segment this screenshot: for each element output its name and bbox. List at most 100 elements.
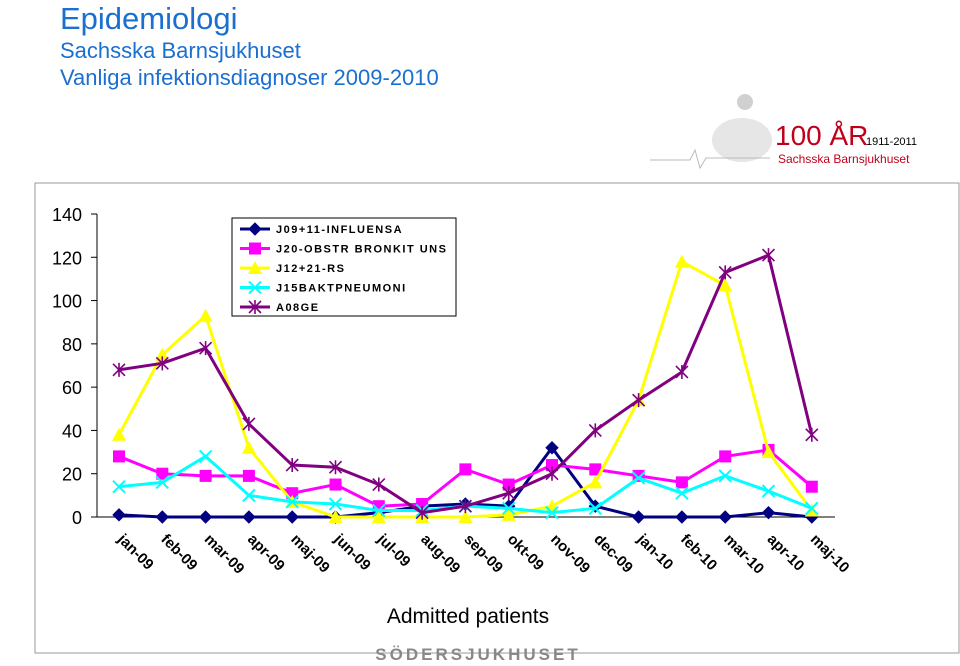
y-tick-label: 100 [52,292,82,312]
marker [372,503,386,518]
marker [804,503,819,517]
legend-marker [248,261,262,274]
x-tick-label: nov-09 [547,531,593,577]
marker [588,501,603,516]
y-tick-label: 120 [52,248,82,268]
marker [761,484,776,498]
legend-marker [248,222,262,236]
marker [285,458,299,473]
x-tick-label: jan-10 [633,530,676,573]
legend-label: A08GE [276,302,320,314]
legend: J09+11-INFLUENSA J20-OBSTR BRONKIT UNS J12… [231,217,457,317]
marker [329,478,342,491]
marker [719,450,732,463]
marker [458,510,473,523]
marker [718,265,732,280]
marker [632,393,646,408]
marker [501,501,516,516]
marker [805,480,818,493]
series-line [117,259,814,519]
x-tick-label: jun-09 [330,530,374,574]
marker [112,362,126,377]
marker [675,486,689,500]
logo: 100 ÅR 1911-2011 Sachsska Barnsjukhuset [650,94,917,170]
y-tick-label: 20 [62,465,82,485]
marker [458,499,472,514]
x-tick-label: apr-10 [764,531,808,575]
x-tick-label: feb-09 [157,531,200,574]
marker [589,463,602,476]
marker [718,510,732,524]
series [112,248,819,520]
marker [285,495,299,509]
marker [588,423,602,438]
x-tick-label: mar-10 [720,531,767,578]
marker [199,469,212,482]
marker [198,308,213,322]
logo-years: 1911-2011 [866,136,917,148]
logo-name: Sachsska Barnsjukhuset [778,152,910,166]
marker [761,445,776,459]
marker [156,467,169,480]
series [112,254,819,523]
marker [675,510,689,524]
slide-subtitle: Sachsska Barnsjukhuset [60,38,301,63]
marker [372,477,386,492]
marker [502,478,515,491]
y-tick-label: 40 [62,421,82,441]
marker [242,416,256,431]
marker [761,248,776,263]
footer: SÖDERSJUKHUSET [375,645,580,661]
marker [805,427,819,442]
marker [241,440,256,454]
marker [545,505,559,520]
logo-child [737,94,753,110]
y-tick-label: 0 [72,508,82,528]
y-tick-label: 140 [52,205,82,225]
marker [112,427,126,441]
legend-label: J09+11-INFLUENSA [276,224,403,236]
marker [155,347,170,361]
x-tick-label: sep-09 [461,531,507,577]
legend-marker [248,280,262,295]
x-tick-label: okt-09 [504,531,547,574]
y-tick-label: 60 [62,378,82,398]
x-tick-label: maj-10 [807,531,853,577]
x-axis-label: Admitted patients [387,605,549,628]
logo-bear [712,118,772,162]
chart-frame [34,182,960,654]
x-tick-label: jan-09 [113,530,156,573]
marker [242,469,255,482]
x-tick-label: jul-09 [373,530,413,570]
marker [242,510,256,524]
marker [242,488,256,503]
marker [155,475,170,490]
marker [675,476,688,489]
y-tick-label: 80 [62,335,82,355]
marker [459,463,472,476]
marker [112,508,126,522]
marker [718,469,732,483]
marker [199,341,213,356]
marker [112,479,126,494]
x-tick-label: dec-09 [590,531,636,577]
marker [155,510,170,524]
marker [198,449,213,464]
marker [285,510,299,524]
x-tick-label: mar-09 [201,531,248,578]
x-tick-label: aug-09 [417,531,463,577]
marker [502,486,516,501]
marker [631,471,646,485]
marker [328,460,343,475]
marker [415,505,429,520]
logo-pulse [650,148,770,170]
marker [545,466,559,481]
slide-heading: Vanliga infektionsdiagnoser 2009-2010 [60,65,439,90]
x-tick-label: feb-10 [677,531,720,574]
marker [545,441,559,455]
marker [674,254,689,268]
x-tick-label: apr-09 [244,531,288,575]
